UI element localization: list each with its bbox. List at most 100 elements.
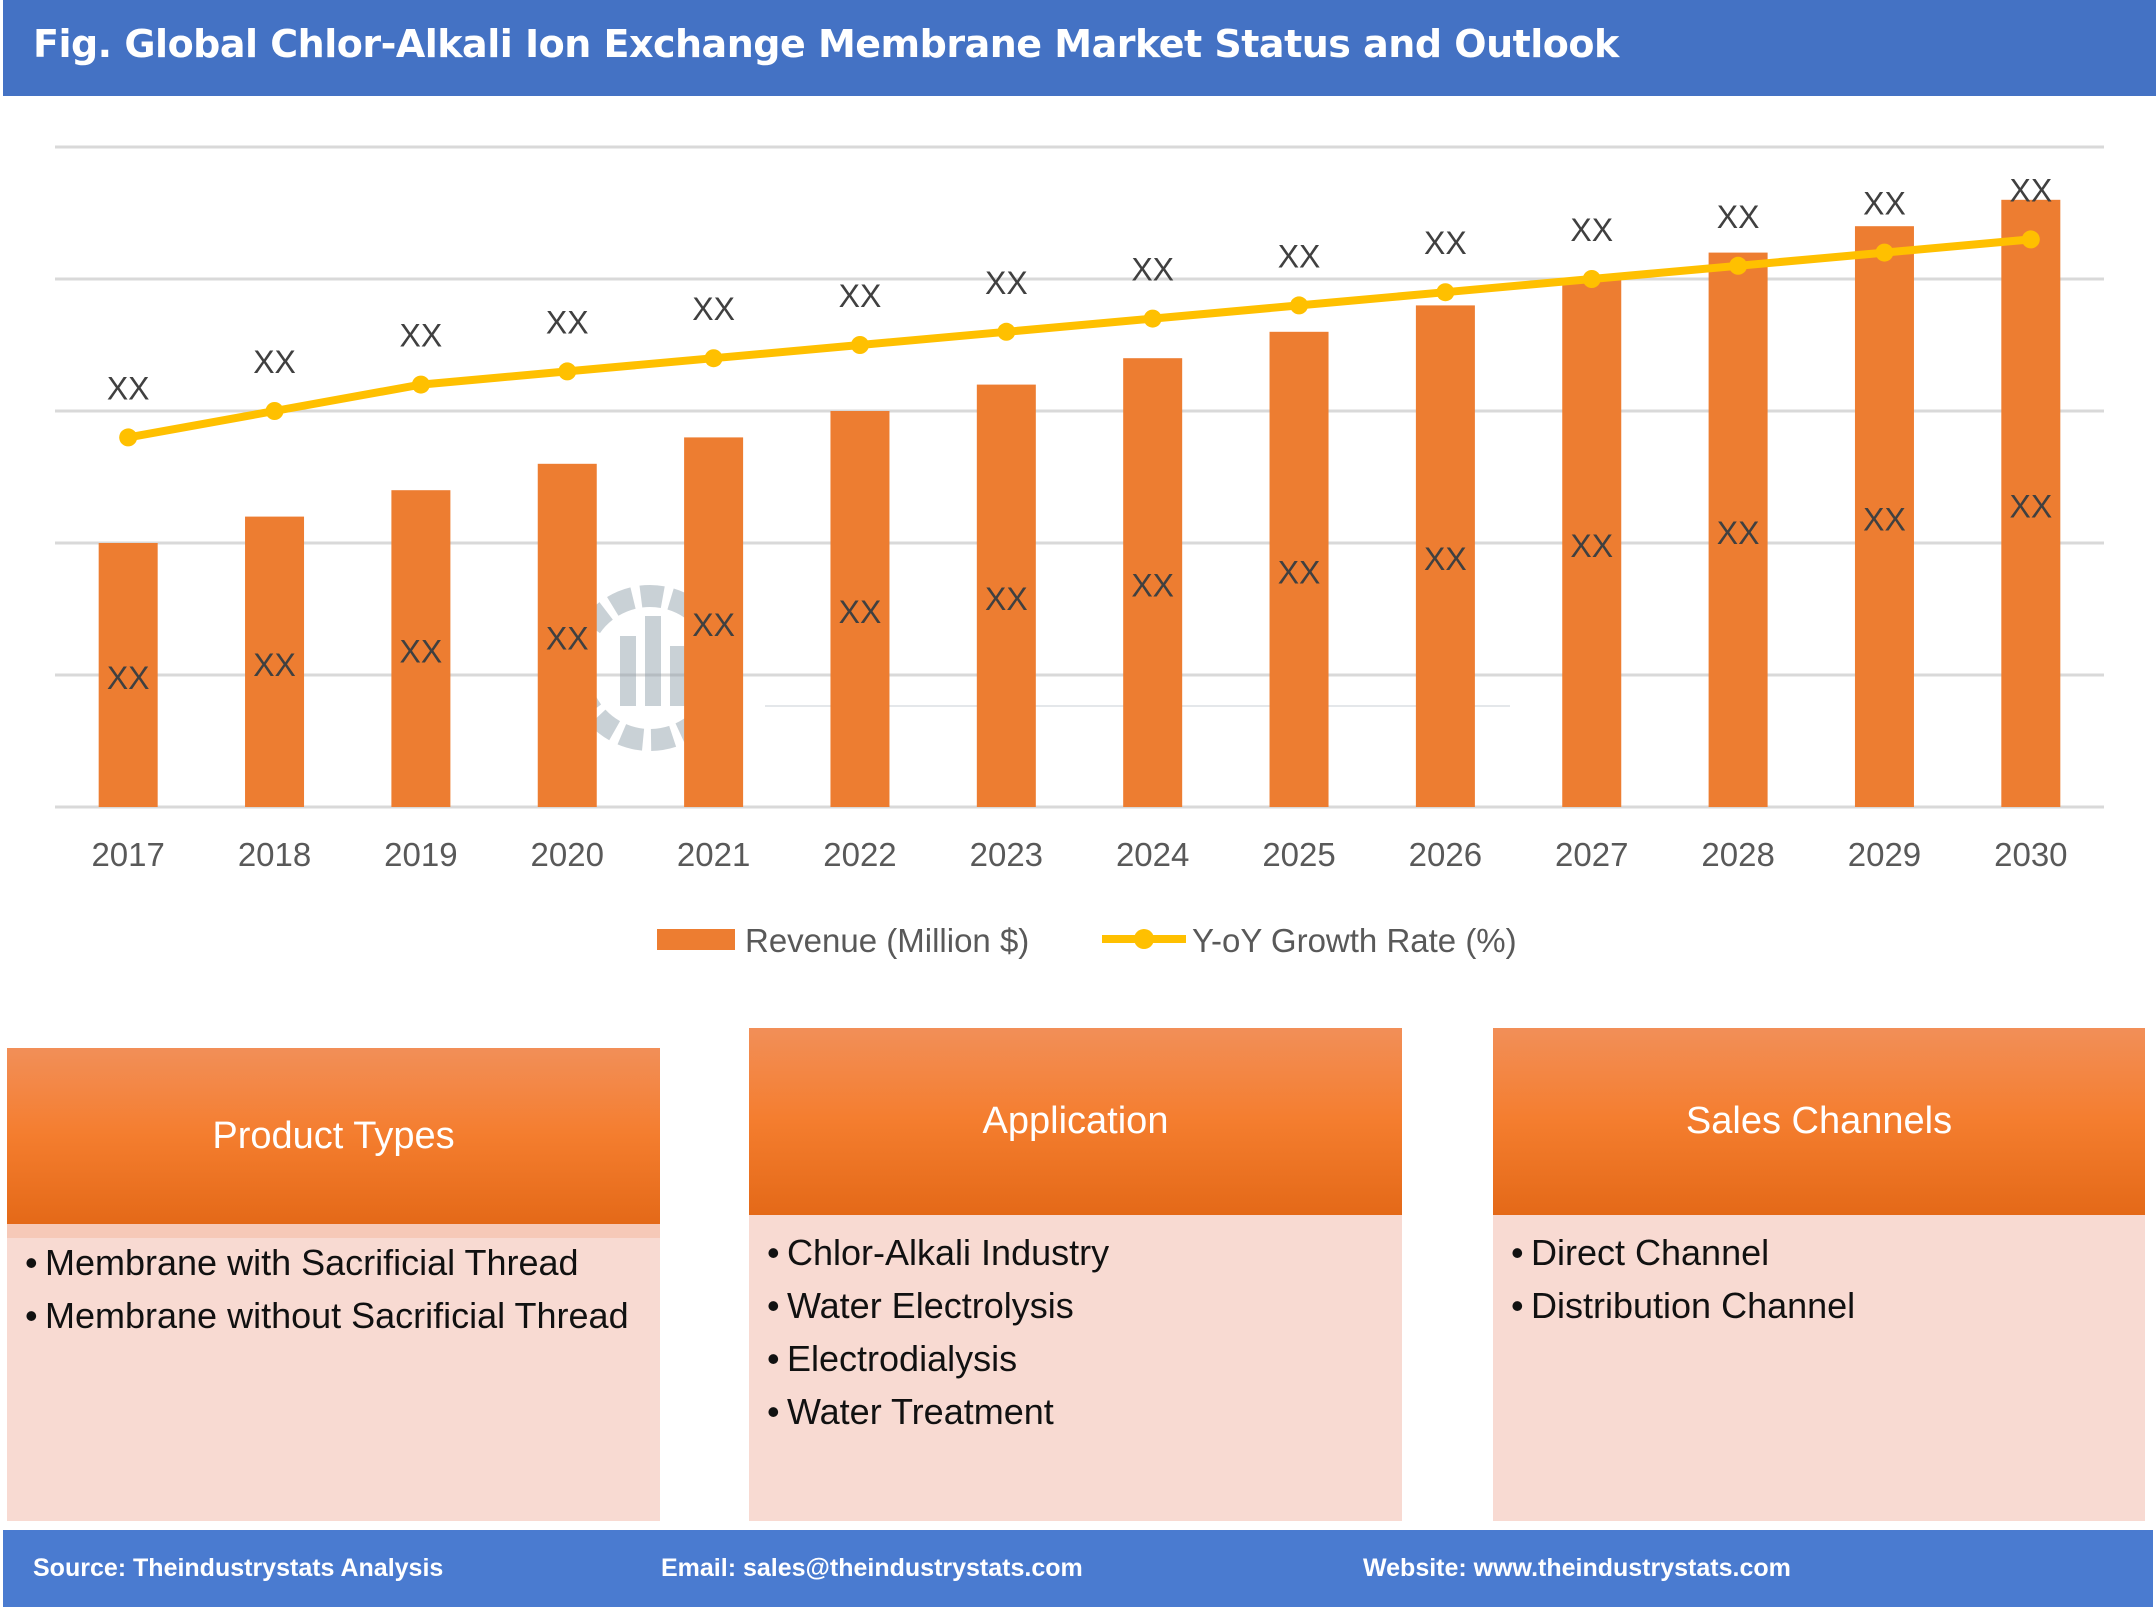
bar-2030 (2001, 199, 2061, 808)
segment-title: Application (982, 1100, 1169, 1142)
bar-data-label: XX (1717, 515, 1760, 551)
x-tick-label: 2028 (1701, 836, 1774, 873)
bar-2021 (684, 437, 744, 807)
line-data-label: XX (1424, 225, 1467, 261)
bar-data-label: XX (253, 647, 296, 683)
footer-website[interactable]: Website: www.theindustrystats.com (1363, 1554, 1791, 1582)
list-item: Chlor-Alkali Industry (767, 1230, 1392, 1276)
line-point-2022 (850, 336, 869, 354)
growth-line (127, 235, 2032, 442)
bar-2026 (1415, 305, 1475, 807)
segment-title: Sales Channels (1685, 1100, 1953, 1142)
list-item: Water Treatment (767, 1389, 1392, 1435)
bar-2024 (1123, 358, 1183, 807)
x-tick-label: 2022 (823, 836, 896, 873)
line-data-label: XX (985, 265, 1028, 301)
line-point-2021 (704, 349, 723, 368)
figure-title: Fig. Global Chlor-Alkali Ion Exchange Me… (33, 22, 1619, 66)
bar-data-label: XX (1570, 528, 1613, 564)
list-item: Electrodialysis (767, 1336, 1392, 1382)
line-point-2030 (2021, 230, 2040, 249)
bar-2027 (1562, 279, 1622, 807)
segment-header: Application (749, 1028, 1402, 1215)
x-tick-label: 2018 (238, 836, 311, 873)
bar-data-label: XX (107, 660, 150, 696)
bar-2028 (1708, 252, 1768, 808)
footer: Source: Theindustrystats Analysis Email:… (3, 1530, 2153, 1607)
bar-2029 (1854, 226, 1914, 807)
line-point-2027 (1582, 270, 1601, 288)
factory-icon (645, 616, 661, 706)
line-data-label: XX (692, 291, 735, 327)
line-data-label: XX (1570, 212, 1613, 248)
bar-data-label: XX (1278, 554, 1321, 590)
line-point-2023 (997, 322, 1016, 341)
bar-data-label: XX (839, 594, 882, 630)
footer-source: Source: Theindustrystats Analysis (33, 1554, 444, 1582)
segment-sales-channels: Sales Channels Direct Channel Distributi… (1493, 1028, 2145, 1521)
segment-product-types: Product Types Membrane with Sacrificial … (7, 1048, 660, 1521)
revenue-growth-chart: XX XX XX XX XX XX XX XX XX XX XX XX XX XX XX XX XX XX XX XX… (55, 145, 2104, 959)
segment-application: Application Chlor-Alkali Industry Water … (749, 1028, 1402, 1521)
x-tick-label: 2023 (970, 836, 1043, 873)
segment-header: Sales Channels (1493, 1028, 2145, 1215)
line-data-label: XX (839, 278, 882, 314)
line-data-label: XX (546, 304, 589, 340)
x-tick-label: 2027 (1555, 836, 1628, 873)
line-point-2026 (1436, 283, 1455, 302)
bar-data-label: XX (985, 581, 1028, 617)
line-point-2028 (1729, 256, 1748, 275)
bar-2017 (98, 543, 158, 807)
line-point-2029 (1875, 243, 1894, 262)
bar-2022 (830, 411, 890, 807)
line-point-2017 (119, 428, 138, 447)
bar-2018 (245, 516, 305, 807)
line-data-label: XX (1278, 238, 1321, 274)
factory-icon (670, 646, 686, 706)
line-data-label: XX (1717, 199, 1760, 235)
list-item: Membrane without Sacrificial Thread (25, 1293, 650, 1339)
bar-data-label: XX (546, 620, 589, 656)
list-item: Membrane with Sacrificial Thread (25, 1240, 650, 1286)
list-item: Water Electrolysis (767, 1283, 1392, 1329)
bar-2023 (976, 384, 1036, 807)
segment-title: Product Types (212, 1114, 455, 1157)
legend-label-growth: Y-oY Growth Rate (%) (1192, 922, 1517, 959)
line-point-2024 (1143, 309, 1162, 328)
x-tick-label: 2017 (91, 836, 164, 873)
x-tick-label: 2020 (531, 836, 604, 873)
bar-data-label: XX (1863, 502, 1906, 538)
factory-icon (620, 636, 636, 706)
line-data-label: XX (1863, 186, 1906, 222)
legend-label-revenue: Revenue (Million $) (745, 922, 1029, 959)
legend-marker-growth (1134, 929, 1154, 949)
legend-swatch-revenue (657, 929, 735, 950)
x-tick-label: 2026 (1409, 836, 1482, 873)
x-tick-label: 2019 (384, 836, 457, 873)
line-point-2020 (558, 362, 577, 381)
bar-data-label: XX (1131, 568, 1174, 604)
x-tick-label: 2029 (1848, 836, 1921, 873)
x-tick-label: 2021 (677, 836, 750, 873)
x-tick-label: 2030 (1994, 836, 2067, 873)
x-tick-label: 2024 (1116, 836, 1189, 873)
line-point-2019 (411, 375, 430, 394)
line-data-label: XX (2009, 172, 2052, 208)
footer-email[interactable]: Email: sales@theindustrystats.com (661, 1554, 1083, 1582)
bar-2019 (391, 490, 451, 807)
line-point-2025 (1290, 296, 1309, 315)
line-data-label: XX (1131, 252, 1174, 288)
bar-2020 (537, 463, 597, 807)
segment-header: Product Types (7, 1048, 660, 1238)
line-data-label: XX (400, 318, 443, 354)
list-item: Distribution Channel (1511, 1283, 2135, 1329)
list-item: Direct Channel (1511, 1230, 2135, 1276)
line-data-label: XX (107, 370, 150, 406)
bar-data-label: XX (692, 607, 735, 643)
bar-data-label: XX (2009, 488, 2052, 524)
line-point-2018 (265, 402, 284, 420)
line-data-label: XX (253, 344, 296, 380)
bar-data-label: XX (1424, 541, 1467, 577)
x-tick-label: 2025 (1262, 836, 1335, 873)
bar-data-label: XX (400, 634, 443, 670)
